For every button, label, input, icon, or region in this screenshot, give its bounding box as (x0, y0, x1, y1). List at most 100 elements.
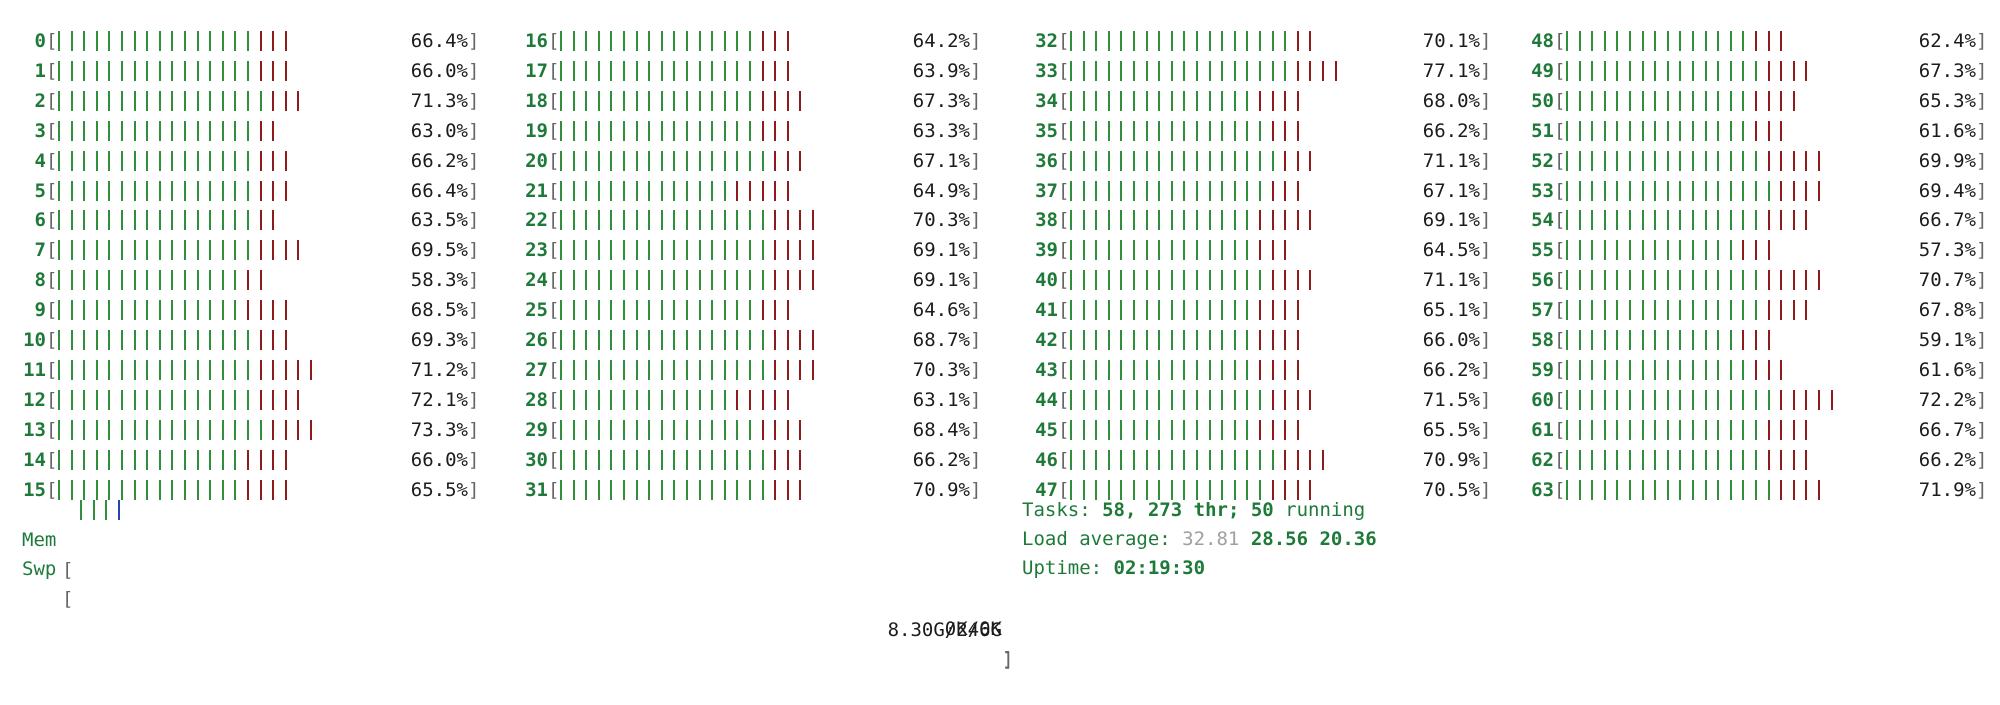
cpu-bar-tick-normal (698, 330, 701, 350)
cpu-bar-tick-normal (1233, 419, 1236, 440)
cpu-bar-tick-normal (171, 180, 174, 201)
cpu-bar-tick-normal (1095, 31, 1098, 51)
cpu-bar-tick-kernel (259, 150, 262, 171)
cpu-bar-tick-normal (158, 120, 161, 141)
cpu-bar-tick-normal (660, 419, 663, 440)
cpu-bar-tick-normal (1641, 180, 1644, 201)
cpu-bar-tick-normal (585, 419, 588, 440)
cpu-bar-tick-normal (673, 479, 676, 500)
cpu-bar-tick-normal (1666, 419, 1669, 440)
cpu-right-bracket: ] (970, 478, 982, 501)
cpu-bar-tick-normal (1170, 479, 1173, 500)
cpu-bar-tick-normal (1158, 60, 1161, 81)
cpu-bar-tick-normal (1654, 31, 1657, 51)
cpu-bar-tick-normal (1603, 210, 1606, 231)
cpu-bar-tick-normal (1170, 150, 1173, 171)
cpu-bar-tick-normal (698, 389, 701, 410)
cpu-bar-tick-normal (1641, 419, 1644, 440)
cpu-bar-tick-normal (121, 419, 123, 440)
cpu-bar-tick-normal (158, 270, 161, 291)
cpu-bar-tick-normal (761, 270, 764, 291)
cpu-right-bracket: ] (1976, 329, 1988, 351)
cpu-bar-tick-normal (660, 300, 663, 321)
cpu-bar-tick-normal (1208, 449, 1211, 470)
cpu-bar-tick-kernel (1296, 90, 1299, 111)
cpu-bar-tick-normal (247, 210, 249, 231)
cpu-bar-tick-normal (1679, 31, 1682, 51)
cpu-bar-tick-normal (1233, 300, 1236, 321)
cpu-bar-tick-normal (146, 330, 149, 350)
cpu-bar-tick-normal (1233, 240, 1236, 261)
cpu-bar-tick-normal (1145, 90, 1148, 111)
cpu-bar-tick-normal (1107, 300, 1110, 321)
cpu-bar-tick-kernel (1296, 389, 1299, 410)
cpu-bar-tick-normal (221, 479, 224, 500)
cpu-bar-tick-normal (184, 180, 186, 201)
cpu-bar-tick-normal (158, 389, 161, 410)
cpu-bar-tick-normal (1183, 389, 1186, 410)
cpu-bar-tick-normal (585, 330, 588, 350)
cpu-number: 37 (1035, 179, 1058, 202)
cpu-bar-tick-kernel (1780, 389, 1783, 410)
cpu-bar-tick-normal (70, 300, 73, 321)
cpu-bar-tick-kernel (749, 389, 751, 410)
cpu-percent: 63.3% (912, 119, 970, 142)
cpu-meter-16: 16[64.2%] (502, 26, 1002, 56)
cpu-bar-tick-normal (1755, 270, 1757, 291)
cpu-bar-tick-normal (1742, 300, 1745, 321)
cpu-bar-tick-normal (196, 60, 199, 81)
cpu-bar-tick-normal (146, 270, 149, 291)
cpu-bar-tick-normal (1591, 90, 1594, 111)
cpu-bar-tick-normal (1578, 419, 1581, 440)
cpu-bar-tick-normal (1082, 359, 1085, 380)
cpu-bar-tick-kernel (1830, 389, 1833, 410)
cpu-bar-tick-normal (673, 120, 676, 141)
cpu-bar-tick-kernel (284, 240, 287, 261)
cpu-left-bracket: [ (548, 478, 560, 501)
cpu-number: 57 (1531, 299, 1554, 322)
cpu-bar-tick-normal (723, 180, 726, 201)
cpu-bar-tick-normal (1120, 330, 1123, 350)
cpu-bar-tick-normal (1717, 449, 1720, 470)
cpu-percent: 66.0% (1422, 329, 1480, 351)
mem-label: Mem (22, 529, 57, 551)
cpu-bar-tick-normal (1603, 180, 1606, 201)
cpu-percent: 62.4% (1918, 30, 1976, 52)
cpu-bar-tick-normal (83, 330, 86, 350)
cpu-bar-tick-normal (1679, 210, 1682, 231)
cpu-meter-47: 47[70.5%] (1012, 475, 1512, 505)
cpu-meter-63: 63[71.9%] (1508, 475, 2000, 505)
cpu-right-bracket: ] (970, 59, 982, 82)
cpu-bar-tick-normal (1246, 210, 1249, 231)
swp-right-bracket: ] (1002, 648, 1014, 670)
cpu-bar-tick-kernel (272, 449, 275, 470)
cpu-left-bracket: [ (1554, 30, 1566, 52)
cpu-bar-tick-kernel (1780, 449, 1783, 470)
cpu-bar-tick-normal (1641, 240, 1644, 261)
cpu-number: 32 (1035, 30, 1058, 52)
cpu-bar-tick-normal (83, 210, 86, 231)
cpu-bar-tick-normal (1717, 359, 1720, 380)
load-5min: 28.56 (1250, 528, 1309, 550)
cpu-bar-tick-normal (1158, 180, 1161, 201)
cpu-bar-tick-normal (58, 240, 60, 261)
cpu-bar-tick-normal (660, 90, 663, 111)
cpu-bar-tick-normal (1616, 210, 1619, 231)
cpu-right-bracket: ] (1976, 239, 1988, 262)
cpu-bar-tick-normal (70, 419, 73, 440)
cpu-bar-tick-normal (247, 60, 249, 81)
cpu-bar-tick-normal (660, 389, 663, 410)
cpu-bar-tick-kernel (786, 180, 789, 201)
cpu-bar-tick-normal (1196, 270, 1198, 291)
cpu-meter-26: 26[68.7%] (502, 325, 1002, 355)
cpu-bar-tick-normal (121, 240, 123, 261)
cpu-bar-tick-normal (1145, 240, 1148, 261)
cpu-bar-tick-normal (1271, 150, 1274, 171)
cpu-bar-tick-kernel (1296, 210, 1299, 231)
cpu-left-bracket: [ (1554, 209, 1566, 232)
cpu-bar-tick-normal (1082, 210, 1085, 231)
cpu-meter-15: 15[65.5%] (0, 475, 500, 505)
cpu-bar-tick-normal (673, 90, 676, 111)
cpu-bar-tick-normal (108, 120, 111, 141)
cpu-bar-tick-normal (635, 120, 638, 141)
